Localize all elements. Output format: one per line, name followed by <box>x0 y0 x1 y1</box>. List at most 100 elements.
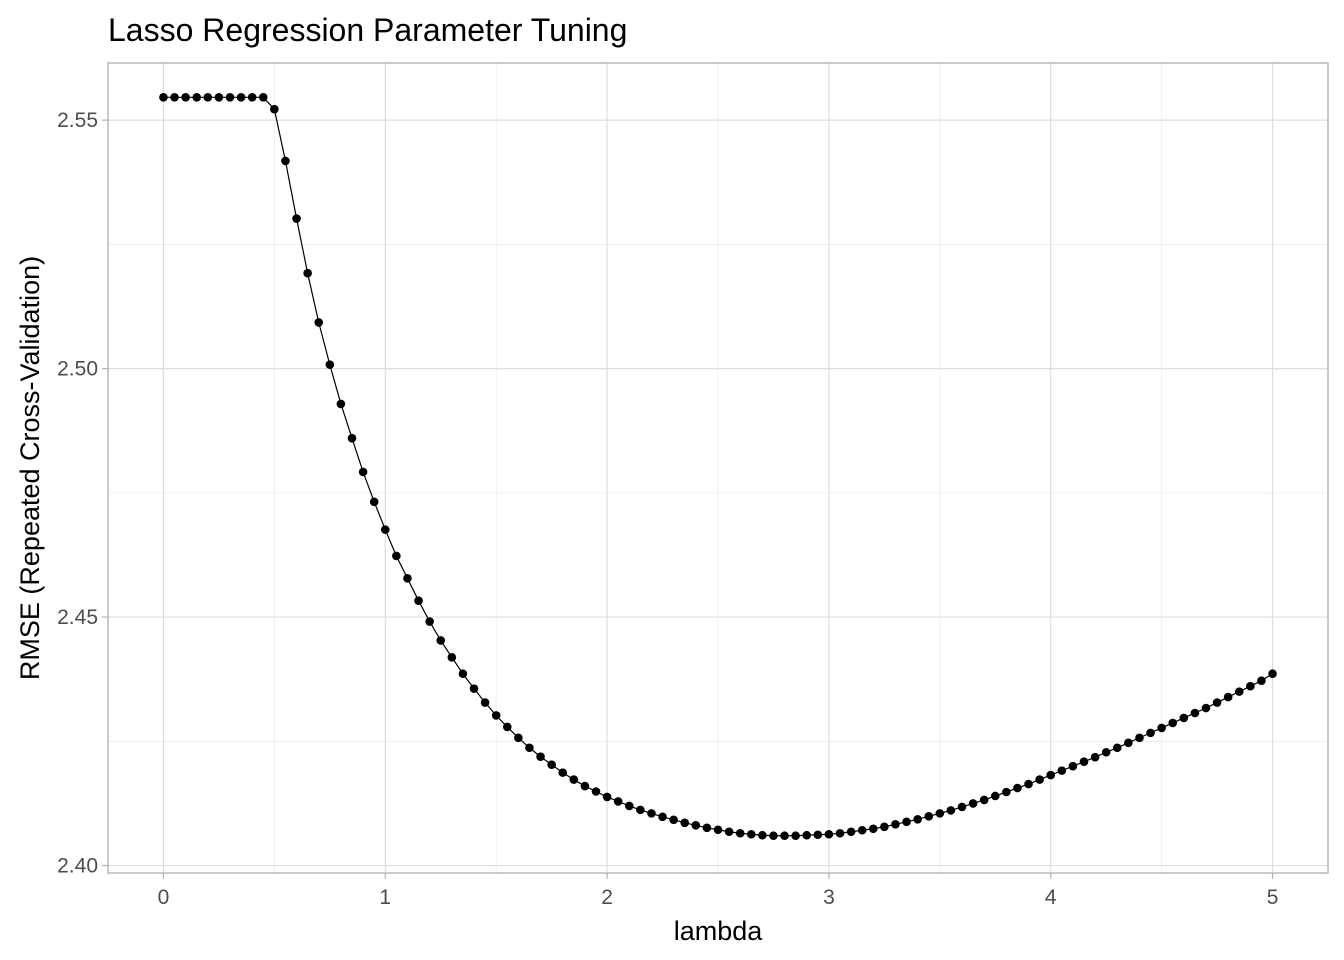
data-point <box>758 830 767 840</box>
data-point <box>1234 687 1244 696</box>
y-tick-label: 2.45 <box>57 606 98 629</box>
y-tick-label: 2.50 <box>57 358 98 381</box>
data-point <box>236 92 246 102</box>
data-point <box>392 551 401 561</box>
data-point <box>425 617 434 626</box>
data-point <box>403 574 412 583</box>
x-axis-label: lambda <box>674 916 764 946</box>
data-point <box>846 827 856 837</box>
data-series <box>159 92 1277 841</box>
data-point <box>369 497 379 507</box>
data-point <box>325 360 335 369</box>
data-point <box>813 830 823 840</box>
x-tick-label: 4 <box>1045 886 1057 909</box>
data-point <box>1168 718 1178 728</box>
data-point <box>1223 692 1233 702</box>
data-point <box>957 802 967 812</box>
axes: 0 1 2 3 4 5 2.40 2.45 2.50 2.55 <box>57 109 1278 909</box>
data-point <box>214 92 224 102</box>
data-point <box>1002 787 1011 797</box>
data-point <box>636 805 645 815</box>
data-point <box>436 636 446 645</box>
data-point <box>514 733 523 743</box>
data-point <box>1190 708 1200 718</box>
data-point <box>1101 747 1111 757</box>
data-point <box>613 797 623 806</box>
data-point <box>1268 669 1277 679</box>
grid-lines <box>108 63 1328 873</box>
data-point <box>225 92 235 102</box>
data-point <box>1090 752 1100 762</box>
data-point <box>547 760 556 769</box>
data-point <box>1079 757 1089 766</box>
x-tick-label: 3 <box>823 886 835 909</box>
data-point <box>780 831 789 841</box>
data-point <box>358 467 368 477</box>
data-point <box>414 596 423 605</box>
data-point <box>347 433 357 443</box>
data-point <box>979 795 989 805</box>
data-point <box>680 818 690 828</box>
data-point <box>580 781 590 791</box>
data-point <box>691 820 701 830</box>
data-point <box>270 104 279 114</box>
chart-title: Lasso Regression Parameter Tuning <box>108 12 627 48</box>
data-point <box>1068 761 1078 771</box>
data-point <box>525 743 534 753</box>
data-point <box>170 92 179 102</box>
data-point <box>791 831 800 841</box>
data-point <box>258 92 268 102</box>
data-point <box>769 831 778 841</box>
x-tick-label: 2 <box>601 886 613 909</box>
plot-panel-border <box>107 62 1329 874</box>
x-tick-label: 0 <box>158 886 170 909</box>
data-point <box>735 828 745 838</box>
data-point <box>924 812 934 821</box>
x-tick-label: 1 <box>379 886 391 909</box>
data-point <box>1212 698 1222 707</box>
data-point <box>159 92 168 102</box>
data-point <box>292 214 301 223</box>
data-point <box>469 684 479 693</box>
y-tick-label: 2.55 <box>57 109 98 132</box>
data-point <box>1157 723 1166 733</box>
data-point <box>968 799 978 808</box>
data-point <box>380 525 390 534</box>
data-point <box>658 812 667 822</box>
data-point <box>724 827 734 837</box>
data-point <box>491 711 501 720</box>
data-point <box>857 825 867 835</box>
data-point <box>868 824 878 834</box>
data-point <box>990 791 1000 801</box>
data-point <box>1135 733 1144 743</box>
data-point <box>1179 713 1189 723</box>
y-axis-label: RMSE (Repeated Cross-Validation) <box>15 256 45 680</box>
data-point <box>1035 775 1044 784</box>
data-point <box>835 828 845 838</box>
data-point <box>946 806 956 815</box>
y-tick-label: 2.40 <box>57 855 98 878</box>
data-point <box>902 817 911 827</box>
data-point <box>569 775 579 784</box>
data-point <box>713 825 723 835</box>
data-point <box>203 92 213 102</box>
data-point <box>802 830 812 840</box>
data-point <box>913 815 922 824</box>
data-point <box>247 92 257 102</box>
data-point <box>702 823 712 833</box>
data-point <box>624 801 634 811</box>
data-point <box>536 752 545 762</box>
data-point <box>1046 770 1056 780</box>
data-point <box>1013 783 1022 793</box>
data-point <box>447 653 457 662</box>
data-point <box>1146 728 1155 738</box>
data-point <box>1201 703 1211 713</box>
data-point <box>746 829 756 839</box>
data-point <box>192 92 202 102</box>
data-point <box>458 669 468 679</box>
data-point <box>602 792 612 802</box>
x-tick-label: 5 <box>1267 886 1279 909</box>
data-point <box>891 820 900 829</box>
data-point <box>591 787 601 796</box>
